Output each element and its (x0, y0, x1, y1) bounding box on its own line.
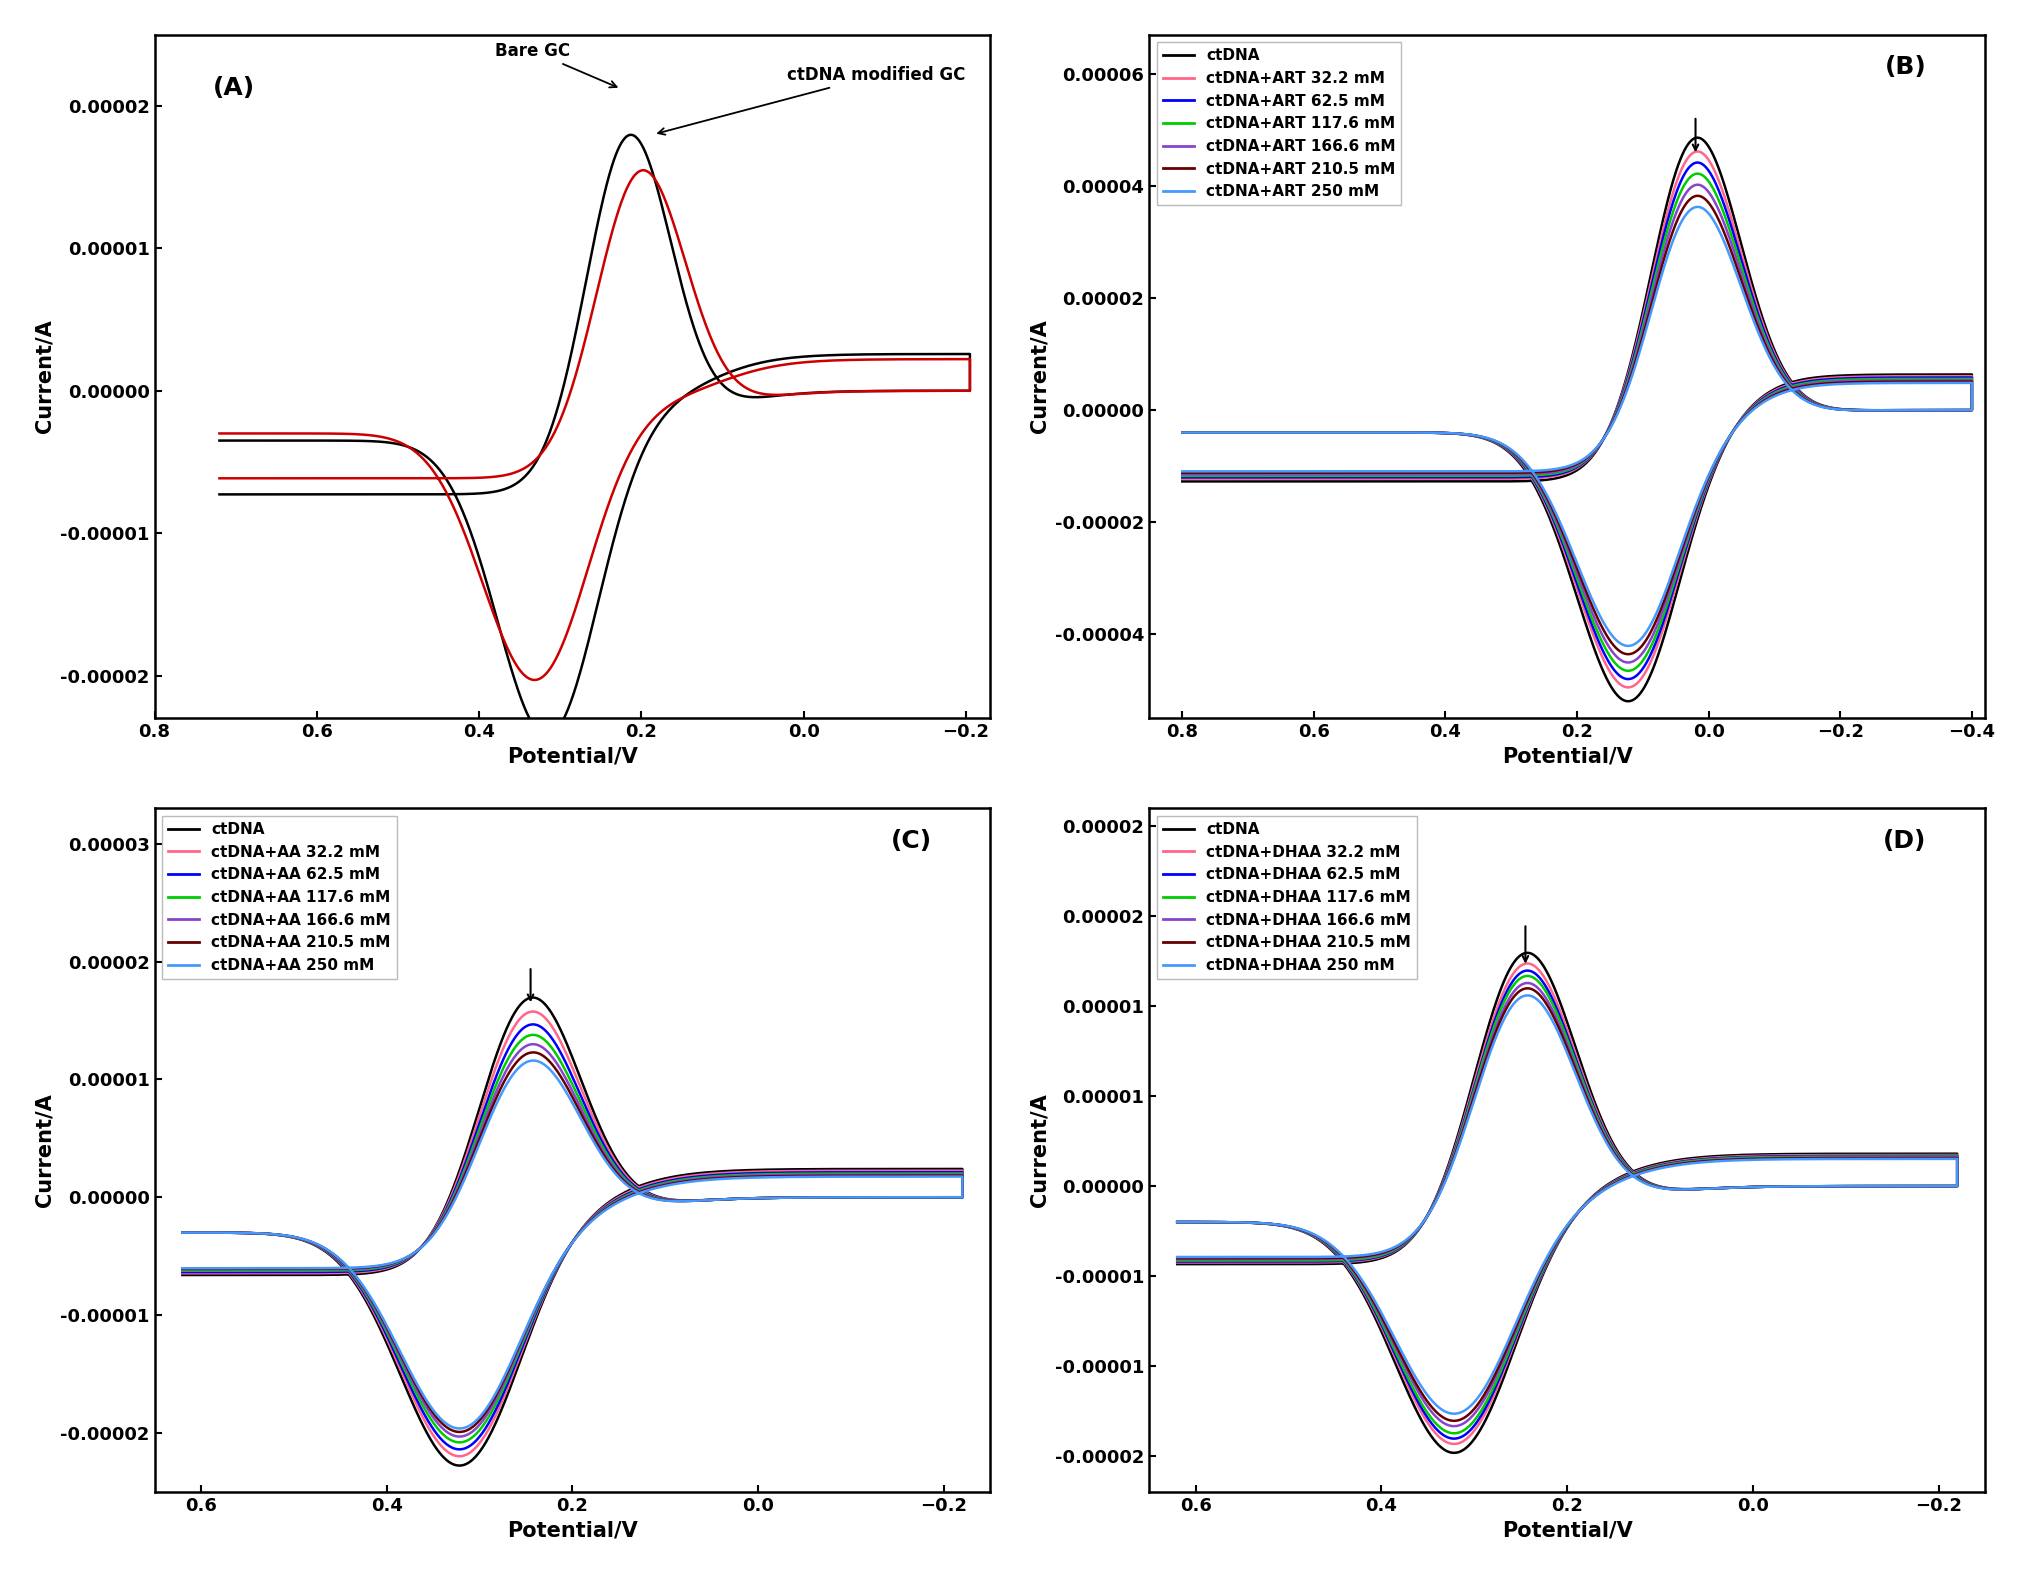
Y-axis label: Current/A: Current/A (1030, 320, 1051, 433)
X-axis label: Potential/V: Potential/V (508, 747, 638, 767)
Y-axis label: Current/A: Current/A (35, 1093, 55, 1206)
Text: Bare GC: Bare GC (496, 43, 616, 87)
Legend: ctDNA, ctDNA+DHAA 32.2 mM, ctDNA+DHAA 62.5 mM, ctDNA+DHAA 117.6 mM, ctDNA+DHAA 1: ctDNA, ctDNA+DHAA 32.2 mM, ctDNA+DHAA 62… (1156, 816, 1416, 980)
Text: (B): (B) (1886, 55, 1926, 79)
Legend: ctDNA, ctDNA+ART 32.2 mM, ctDNA+ART 62.5 mM, ctDNA+ART 117.6 mM, ctDNA+ART 166.6: ctDNA, ctDNA+ART 32.2 mM, ctDNA+ART 62.5… (1156, 43, 1402, 205)
X-axis label: Potential/V: Potential/V (1502, 1520, 1632, 1540)
Text: (A): (A) (213, 76, 256, 99)
Text: (D): (D) (1884, 828, 1926, 852)
Text: (C): (C) (890, 828, 933, 852)
Legend: ctDNA, ctDNA+AA 32.2 mM, ctDNA+AA 62.5 mM, ctDNA+AA 117.6 mM, ctDNA+AA 166.6 mM,: ctDNA, ctDNA+AA 32.2 mM, ctDNA+AA 62.5 m… (163, 816, 396, 980)
X-axis label: Potential/V: Potential/V (508, 1520, 638, 1540)
Y-axis label: Current/A: Current/A (35, 320, 55, 433)
Y-axis label: Current/A: Current/A (1030, 1093, 1051, 1206)
Text: ctDNA modified GC: ctDNA modified GC (658, 66, 965, 135)
X-axis label: Potential/V: Potential/V (1502, 747, 1632, 767)
